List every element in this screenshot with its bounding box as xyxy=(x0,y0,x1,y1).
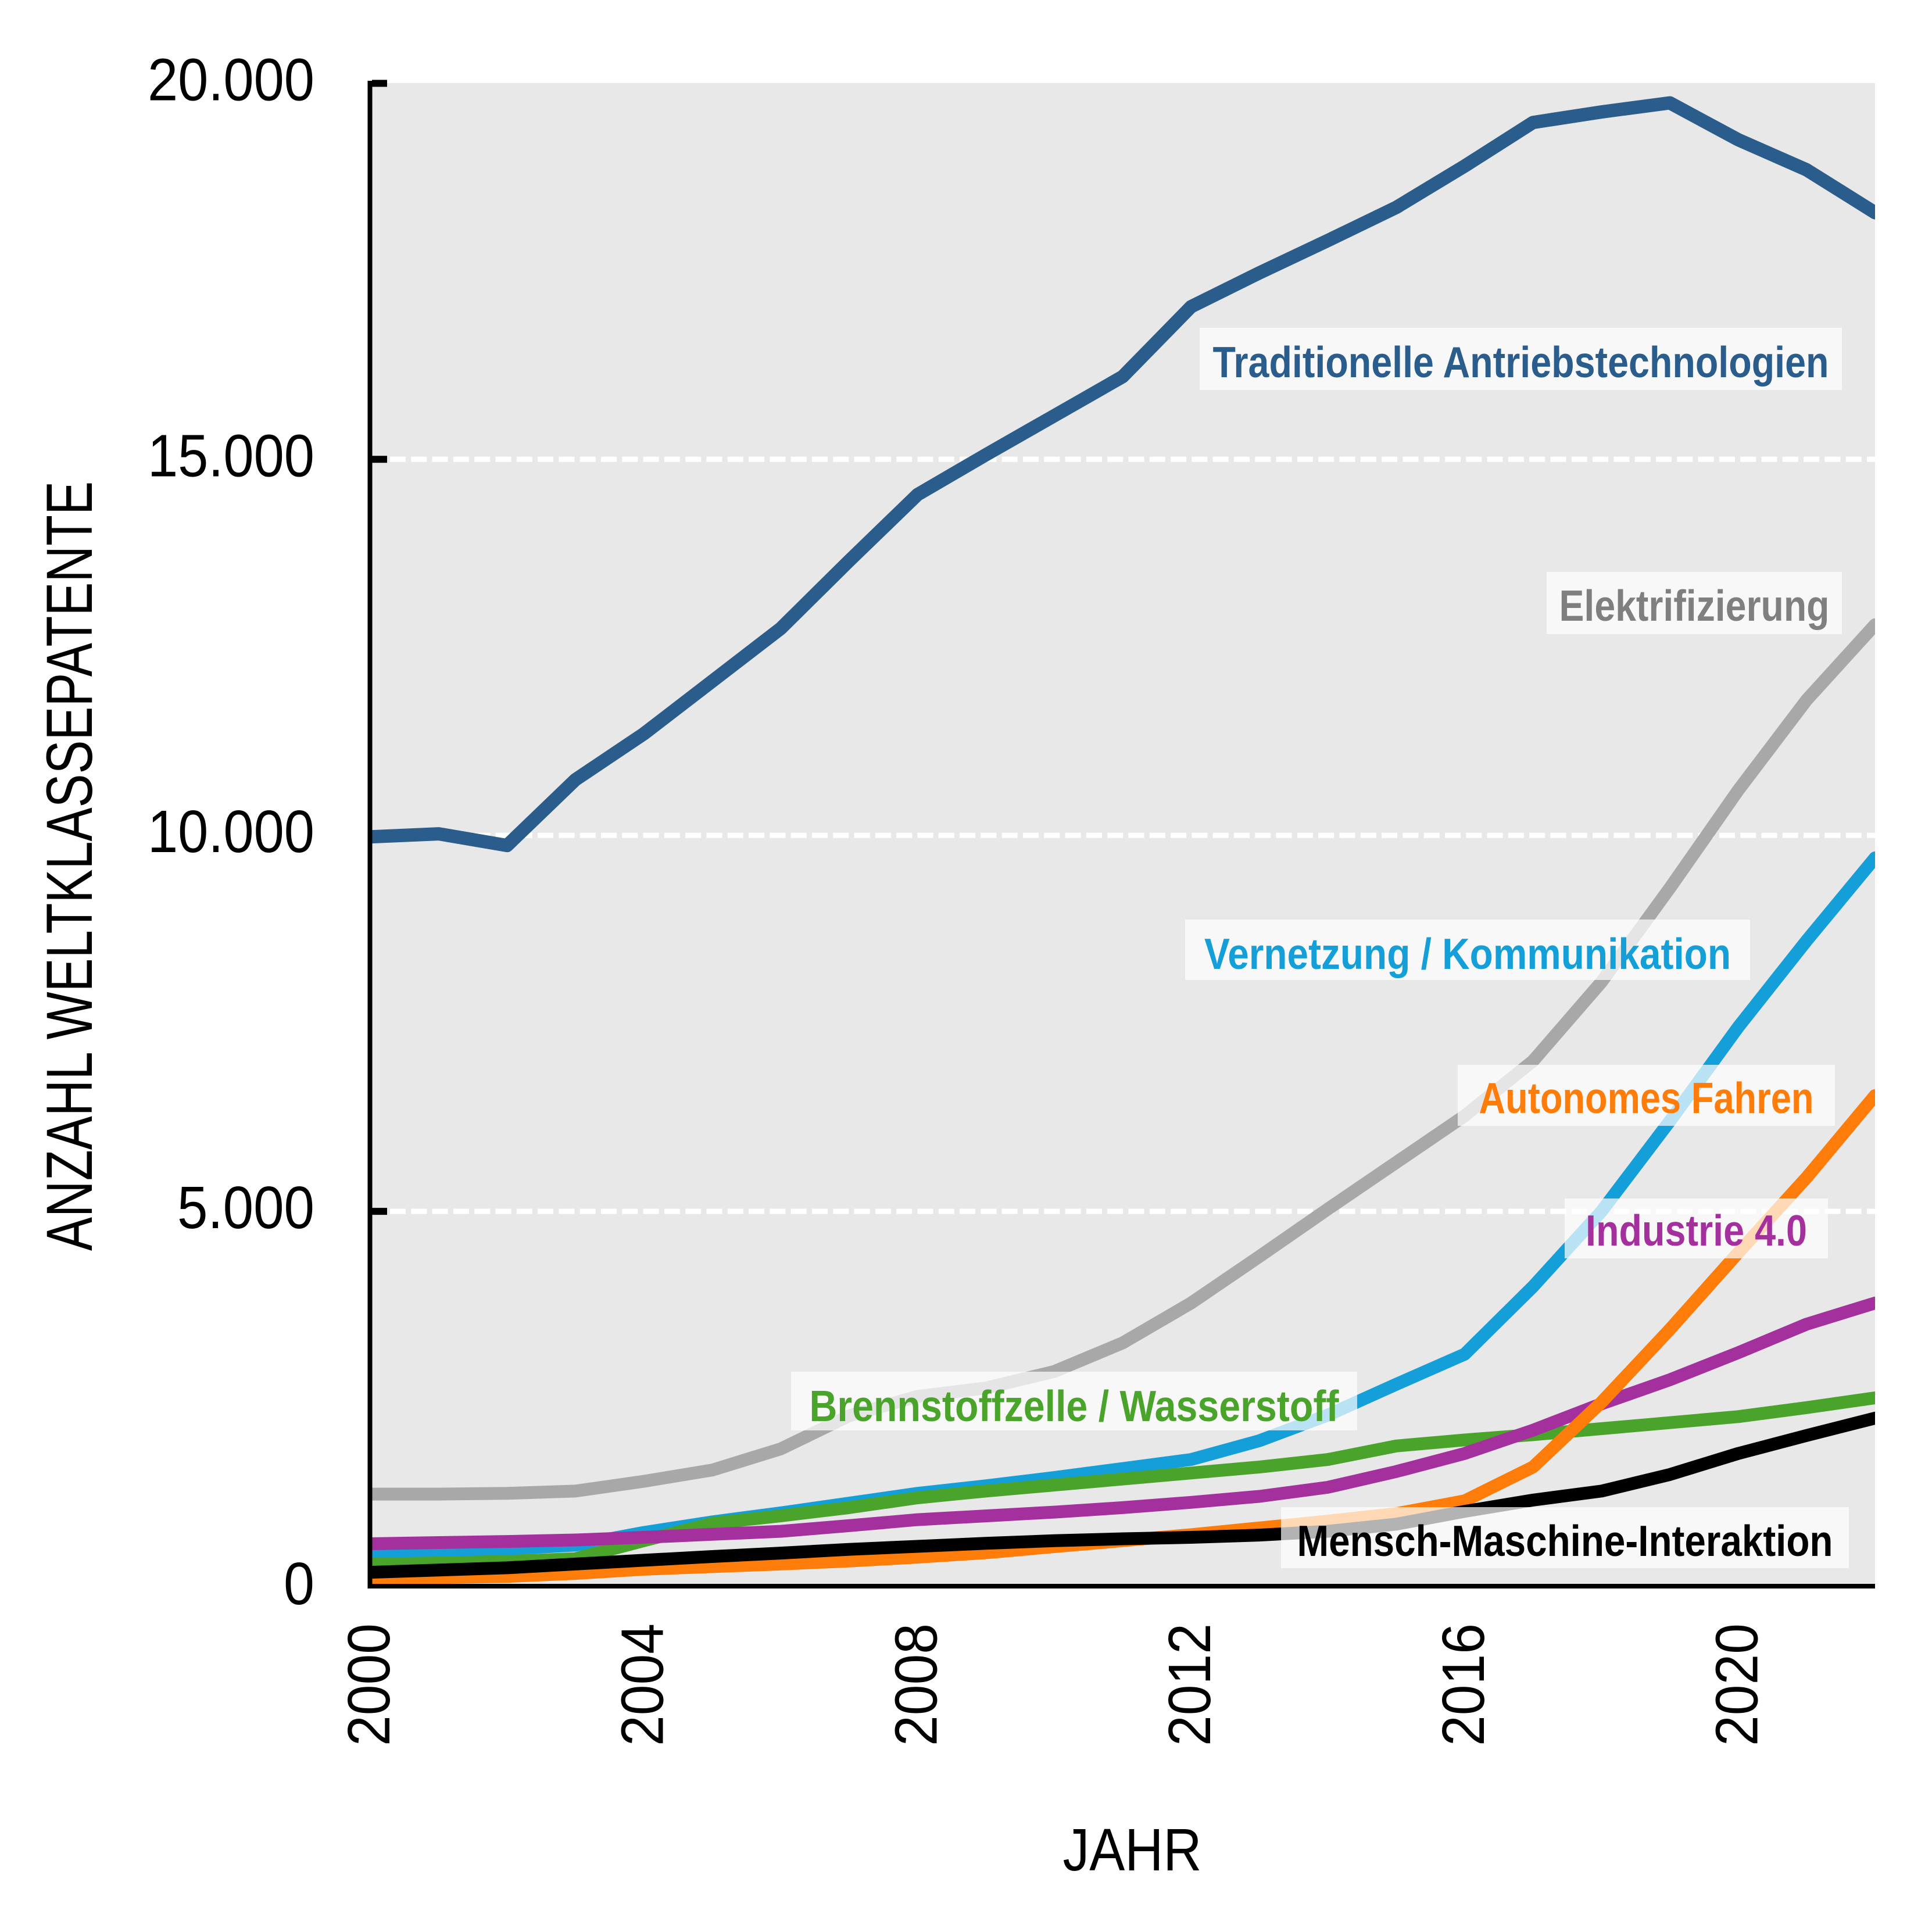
svg-text:2004: 2004 xyxy=(609,1623,676,1746)
svg-text:2016: 2016 xyxy=(1430,1623,1497,1746)
svg-text:Elektrifizierung: Elektrifizierung xyxy=(1559,581,1830,630)
svg-text:2000: 2000 xyxy=(335,1623,402,1746)
svg-text:15.000: 15.000 xyxy=(148,422,314,489)
svg-text:0: 0 xyxy=(284,1550,314,1617)
svg-text:Traditionelle Antriebstechnolo: Traditionelle Antriebstechnologien xyxy=(1213,338,1829,387)
svg-text:2012: 2012 xyxy=(1156,1623,1223,1746)
svg-text:2020: 2020 xyxy=(1704,1623,1770,1746)
svg-text:Industrie 4.0: Industrie 4.0 xyxy=(1586,1206,1807,1255)
svg-text:5.000: 5.000 xyxy=(177,1174,314,1241)
svg-text:2008: 2008 xyxy=(883,1623,950,1746)
svg-text:JAHR: JAHR xyxy=(1063,1816,1202,1883)
svg-text:10.000: 10.000 xyxy=(148,798,314,865)
svg-text:Mensch-Maschine-Interaktion: Mensch-Maschine-Interaktion xyxy=(1297,1516,1833,1565)
svg-text:ANZAHL WELTKLASSEPATENTE: ANZAHL WELTKLASSEPATENTE xyxy=(33,481,106,1251)
svg-text:Vernetzung / Kommunikation: Vernetzung / Kommunikation xyxy=(1204,929,1731,978)
svg-text:Brennstoffzelle / Wasserstoff: Brennstoffzelle / Wasserstoff xyxy=(810,1382,1340,1430)
svg-text:20.000: 20.000 xyxy=(148,46,314,113)
svg-text:Autonomes Fahren: Autonomes Fahren xyxy=(1479,1074,1814,1122)
